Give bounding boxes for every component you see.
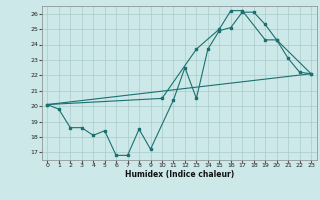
X-axis label: Humidex (Indice chaleur): Humidex (Indice chaleur)	[124, 170, 234, 179]
